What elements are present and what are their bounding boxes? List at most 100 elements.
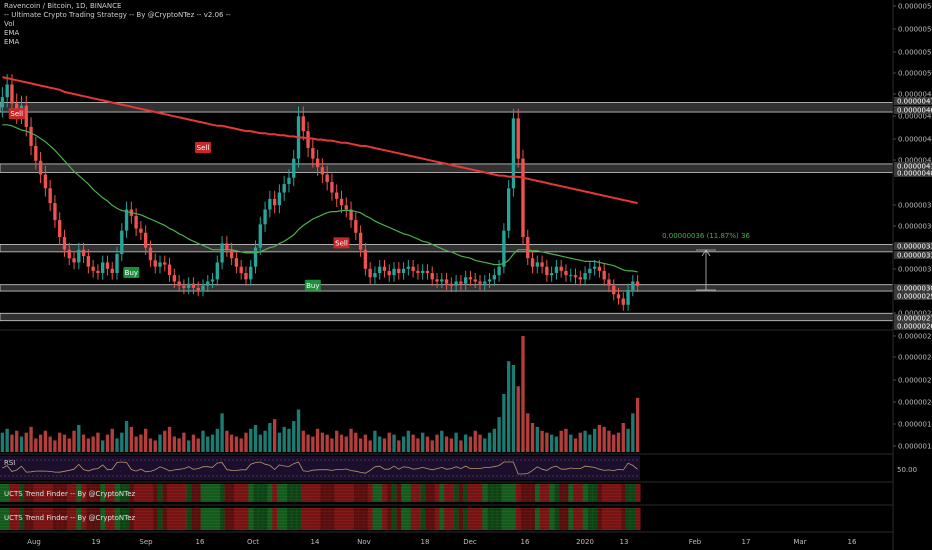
trend-cell-0-51 [243, 484, 249, 502]
candle-body-28 [134, 215, 138, 229]
trend-cell-0-89 [425, 484, 431, 502]
trend-cell-0-23 [109, 484, 116, 502]
candle-body-26 [124, 209, 129, 231]
time-tick-label-2: Sep [139, 538, 153, 546]
price-level-box-7 [894, 292, 932, 300]
volume-bar-44 [210, 434, 215, 452]
price-tick-label-1: 0.00000540 [898, 26, 932, 34]
volume-bar-4 [19, 436, 24, 452]
trend-cell-0-121 [577, 484, 584, 502]
volume-bar-124 [592, 428, 597, 452]
time-tick-label-15: 16 [848, 538, 857, 546]
candle-body-44 [210, 279, 215, 282]
trend-cell-0-128 [611, 484, 617, 502]
candle-body-119 [569, 275, 573, 277]
price-tick-label-13: 0.00000240 [898, 354, 932, 362]
candle-body-35 [167, 264, 172, 276]
trend-cell-0-16 [76, 484, 82, 502]
signal-sell-4: Sell [335, 239, 348, 247]
volume-bar-2 [10, 434, 14, 452]
volume-bar-24 [115, 438, 119, 452]
candle-body-114 [545, 266, 549, 276]
volume-bar-34 [163, 430, 167, 452]
candle-body-124 [592, 266, 597, 269]
trend-cell-0-29 [138, 484, 144, 502]
candle-body-7 [34, 145, 38, 161]
trend-cell-0-76 [362, 484, 369, 502]
trend-cell-0-46 [219, 484, 225, 502]
price-tick-label-14: 0.00000220 [898, 377, 932, 385]
trend-cell-0-75 [358, 484, 364, 502]
volume-bar-95 [454, 432, 458, 452]
candle-body-5 [24, 105, 28, 127]
trend-cell-0-22 [105, 484, 111, 502]
trend-cell-0-39 [186, 484, 192, 502]
volume-bars [0, 336, 640, 452]
volume-bar-77 [368, 440, 372, 452]
price-level-label-6: 0.00000301 [897, 285, 932, 293]
volume-bar-132 [631, 413, 635, 452]
time-axis[interactable]: Aug 19 Sep 16 Oct 14 Nov 18 Dec 16 2020 13 Feb 17 Mar 1… [27, 538, 857, 546]
trend-cell-0-17 [81, 484, 87, 502]
rsi-background [0, 456, 640, 480]
price-tick-label-3: 0.00000500 [898, 70, 932, 78]
candle-body-34 [163, 262, 167, 265]
rsi-label: RSI [4, 459, 15, 467]
candle-body-126 [602, 270, 606, 280]
candle-body-131 [626, 289, 630, 305]
volume-bar-103 [492, 428, 496, 452]
candle-body-77 [368, 268, 372, 278]
volume-bar-18 [86, 438, 91, 452]
trend-cell-0-120 [573, 484, 579, 502]
trend-cell-0-38 [181, 484, 187, 502]
volume-bar-26 [124, 421, 129, 452]
trend-cell-0-98 [468, 484, 474, 502]
trend-cell-0-30 [143, 484, 149, 502]
time-tick-label-8: Dec [463, 538, 477, 546]
candle-body-24 [115, 253, 119, 274]
trend-cell-0-126 [601, 484, 608, 502]
volume-bar-110 [526, 413, 530, 452]
trend-cell-0-18 [85, 484, 92, 502]
trend-cell-0-19 [90, 484, 97, 502]
signal-buy-box-3 [304, 279, 321, 291]
candle-body-64 [306, 131, 310, 149]
trend-cell-0-41 [195, 484, 202, 502]
candle-body-29 [139, 228, 143, 233]
candle-body-31 [148, 247, 153, 261]
candle-body-15 [72, 258, 76, 263]
candle-body-37 [177, 281, 181, 286]
candle-body-102 [487, 279, 492, 282]
trend-cell-0-28 [133, 484, 140, 502]
volume-bar-32 [153, 440, 157, 452]
trend-cell-0-125 [597, 484, 603, 502]
trend-cell-0-54 [257, 484, 264, 502]
price-level-label-3: 0.00000407 [897, 170, 932, 178]
volume-bar-50 [239, 438, 243, 452]
candle-body-40 [191, 283, 196, 288]
trend-cell-0-101 [482, 484, 488, 502]
volume-bar-52 [249, 428, 253, 452]
price-level-box-0 [894, 97, 932, 105]
trend-cell-0-33 [157, 484, 163, 502]
volume-bar-60 [287, 428, 291, 452]
volume-bar-47 [225, 430, 229, 452]
trend-cell-0-108 [515, 484, 522, 502]
candle-body-78 [373, 273, 377, 278]
candle-body-112 [535, 262, 539, 267]
signal-sell-box-0 [8, 108, 25, 120]
price-tick-label-12: 0.00000260 [898, 333, 932, 341]
price-tick-label-2: 0.00000520 [898, 49, 932, 57]
volume-bar-16 [77, 424, 81, 452]
trend-cell-0-91 [434, 484, 440, 502]
volume-bar-107 [511, 365, 516, 452]
zone-1 [0, 163, 894, 173]
volume-bar-70 [335, 430, 339, 452]
price-level-box-5 [894, 251, 932, 259]
candle-body-127 [607, 279, 611, 286]
candle-body-65 [311, 148, 315, 159]
volume-bar-72 [344, 436, 348, 452]
trend-cell-0-60 [286, 484, 292, 502]
